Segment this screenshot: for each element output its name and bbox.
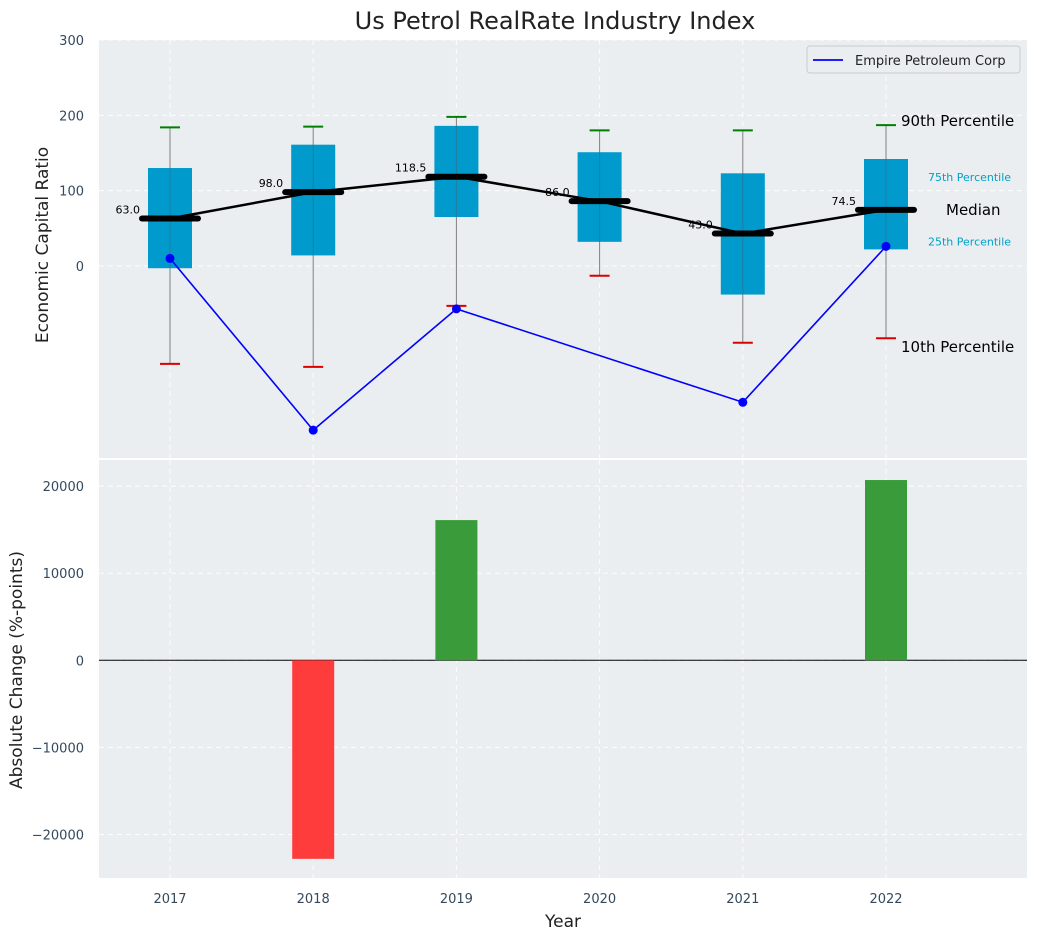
chart-title: Us Petrol RealRate Industry Index — [355, 7, 756, 35]
company-series — [165, 241, 891, 435]
company-point — [881, 241, 891, 251]
bottom-y-tick-label: 0 — [76, 654, 84, 669]
median-trend-line — [169, 175, 887, 235]
top-y-ticks: 0 100 200 300 — [59, 34, 84, 275]
label-median: Median — [946, 201, 1001, 219]
company-point — [738, 397, 748, 407]
label-75th: 75th Percentile — [928, 171, 1011, 184]
bottom-y-tick-label: −20000 — [32, 828, 84, 843]
bar-2019 — [435, 520, 478, 661]
top-y-tick-label: 100 — [59, 185, 84, 200]
box-2018 — [291, 125, 336, 368]
box-2022 — [864, 124, 908, 340]
company-point — [451, 304, 461, 314]
x-tick-label: 2021 — [726, 892, 759, 907]
top-y-tick-label: 200 — [59, 109, 84, 124]
x-tick-label: 2022 — [869, 892, 902, 907]
x-tick-label: 2019 — [440, 892, 473, 907]
x-axis-label: Year — [544, 912, 581, 932]
bottom-y-tick-label: 10000 — [43, 567, 84, 582]
label-10th: 10th Percentile — [901, 338, 1014, 356]
top-y-tick-label: 300 — [59, 34, 84, 49]
percentile-labels: 90th Percentile 75th Percentile Median 25th… — [901, 112, 1014, 356]
bottom-y-axis-label: Absolute Change (%-points) — [7, 551, 27, 789]
label-90th: 90th Percentile — [901, 112, 1014, 130]
median-value-label: 63.0 — [116, 203, 141, 216]
median-value-label: 74.5 — [832, 195, 857, 208]
legend-box — [806, 45, 1021, 74]
top-y-axis-label: Economic Capital Ratio — [33, 147, 53, 343]
x-tick-label: 2017 — [153, 892, 186, 907]
median-value-label: 43.0 — [688, 219, 713, 232]
bar-group — [292, 480, 907, 859]
bottom-y-ticks: −20000 −10000 0 10000 20000 — [32, 480, 84, 843]
bar-2022 — [865, 480, 907, 661]
bar-2018 — [292, 660, 335, 859]
box-2020 — [577, 129, 622, 277]
company-point — [308, 425, 318, 435]
median-trend: 63.0 98.0 118.5 86.0 43.0 74.5 — [116, 162, 917, 237]
legend-label: Empire Petroleum Corp — [855, 54, 1006, 69]
x-tick-label: 2018 — [297, 892, 330, 907]
median-value-label: 86.0 — [545, 186, 570, 199]
x-ticks: 2017 2018 2019 2020 2021 2022 — [153, 892, 902, 907]
legend: Empire Petroleum Corp — [806, 45, 1021, 74]
x-tick-label: 2020 — [583, 892, 616, 907]
median-value-label: 98.0 — [259, 177, 284, 190]
label-25th: 25th Percentile — [928, 235, 1011, 248]
company-point — [165, 253, 175, 263]
bottom-y-tick-label: −10000 — [32, 741, 84, 756]
median-value-label: 118.5 — [395, 162, 427, 175]
top-y-tick-label: 0 — [76, 260, 84, 275]
box-2019 — [434, 115, 479, 307]
bottom-y-tick-label: 20000 — [43, 480, 84, 495]
